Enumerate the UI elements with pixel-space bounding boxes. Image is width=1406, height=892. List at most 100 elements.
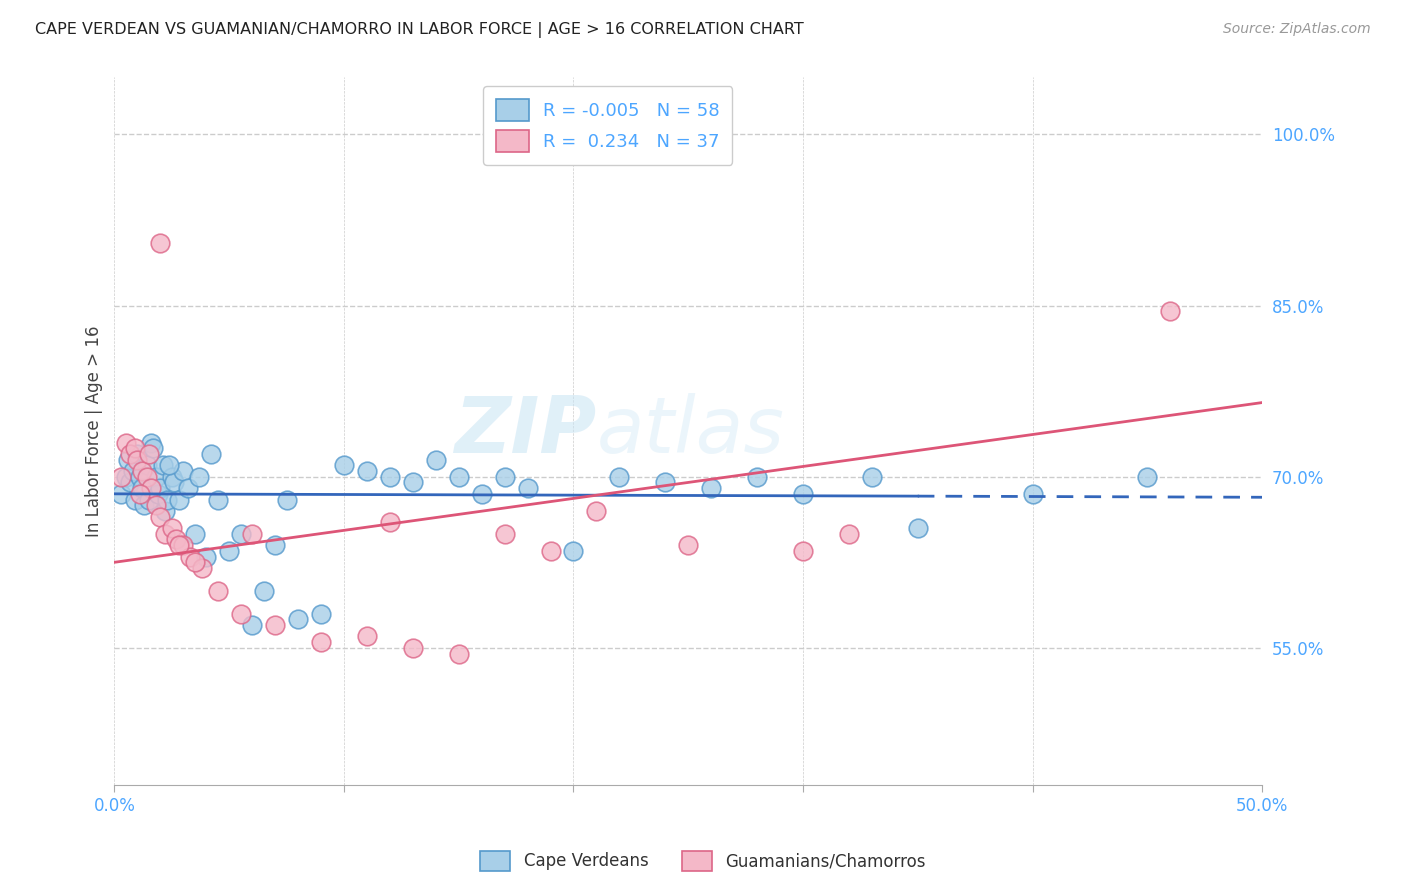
Point	[264, 618, 287, 632]
Point	[860, 469, 883, 483]
Point	[356, 464, 378, 478]
Point	[163, 475, 186, 490]
Point	[190, 561, 212, 575]
Point	[229, 526, 252, 541]
Point	[149, 481, 172, 495]
Point	[402, 475, 425, 490]
Point	[309, 635, 332, 649]
Point	[838, 526, 860, 541]
Point	[1159, 304, 1181, 318]
Point	[240, 526, 263, 541]
Point	[128, 487, 150, 501]
Point	[115, 435, 138, 450]
Point	[745, 469, 768, 483]
Legend: R = -0.005   N = 58, R =  0.234   N = 37: R = -0.005 N = 58, R = 0.234 N = 37	[484, 87, 733, 165]
Legend: Cape Verdeans, Guamanians/Chamorros: Cape Verdeans, Guamanians/Chamorros	[472, 842, 934, 880]
Point	[562, 544, 585, 558]
Point	[117, 452, 139, 467]
Point	[700, 481, 723, 495]
Point	[167, 538, 190, 552]
Point	[124, 492, 146, 507]
Point	[792, 487, 814, 501]
Y-axis label: In Labor Force | Age > 16: In Labor Force | Age > 16	[86, 326, 103, 537]
Point	[425, 452, 447, 467]
Point	[124, 441, 146, 455]
Point	[153, 504, 176, 518]
Point	[159, 458, 181, 473]
Point	[207, 492, 229, 507]
Point	[200, 447, 222, 461]
Point	[131, 464, 153, 478]
Point	[540, 544, 562, 558]
Point	[160, 469, 183, 483]
Point	[240, 618, 263, 632]
Point	[128, 469, 150, 483]
Point	[654, 475, 676, 490]
Point	[494, 526, 516, 541]
Point	[120, 475, 142, 490]
Point	[127, 447, 149, 461]
Point	[138, 492, 160, 507]
Text: atlas: atlas	[596, 393, 785, 469]
Point	[139, 481, 162, 495]
Point	[115, 469, 138, 483]
Point	[121, 464, 143, 478]
Point	[792, 544, 814, 558]
Text: ZIP: ZIP	[454, 393, 596, 469]
Point	[167, 492, 190, 507]
Point	[149, 235, 172, 250]
Point	[447, 469, 470, 483]
Point	[585, 504, 607, 518]
Point	[218, 544, 240, 558]
Point	[252, 583, 274, 598]
Point	[471, 487, 494, 501]
Point	[145, 469, 167, 483]
Point	[378, 469, 401, 483]
Point	[172, 538, 194, 552]
Point	[110, 487, 132, 501]
Point	[177, 481, 200, 495]
Point	[142, 441, 165, 455]
Point	[153, 526, 176, 541]
Point	[160, 521, 183, 535]
Text: Source: ZipAtlas.com: Source: ZipAtlas.com	[1223, 22, 1371, 37]
Point	[402, 640, 425, 655]
Point	[152, 458, 174, 473]
Point	[195, 549, 218, 564]
Point	[676, 538, 699, 552]
Point	[184, 526, 207, 541]
Point	[1136, 469, 1159, 483]
Point	[188, 469, 211, 483]
Point	[179, 549, 201, 564]
Point	[356, 630, 378, 644]
Point	[135, 469, 157, 483]
Point	[516, 481, 538, 495]
Point	[156, 492, 179, 507]
Point	[146, 487, 169, 501]
Point	[494, 469, 516, 483]
Point	[134, 498, 156, 512]
Point	[276, 492, 298, 507]
Point	[287, 612, 309, 626]
Point	[229, 607, 252, 621]
Point	[378, 516, 401, 530]
Point	[127, 452, 149, 467]
Point	[907, 521, 929, 535]
Point	[110, 469, 132, 483]
Point	[1021, 487, 1043, 501]
Point	[447, 647, 470, 661]
Point	[609, 469, 631, 483]
Point	[145, 498, 167, 512]
Point	[131, 481, 153, 495]
Point	[172, 464, 194, 478]
Point	[165, 533, 187, 547]
Point	[184, 555, 207, 569]
Point	[333, 458, 356, 473]
Text: CAPE VERDEAN VS GUAMANIAN/CHAMORRO IN LABOR FORCE | AGE > 16 CORRELATION CHART: CAPE VERDEAN VS GUAMANIAN/CHAMORRO IN LA…	[35, 22, 804, 38]
Point	[207, 583, 229, 598]
Point	[149, 509, 172, 524]
Point	[135, 458, 157, 473]
Point	[120, 447, 142, 461]
Point	[309, 607, 332, 621]
Point	[138, 447, 160, 461]
